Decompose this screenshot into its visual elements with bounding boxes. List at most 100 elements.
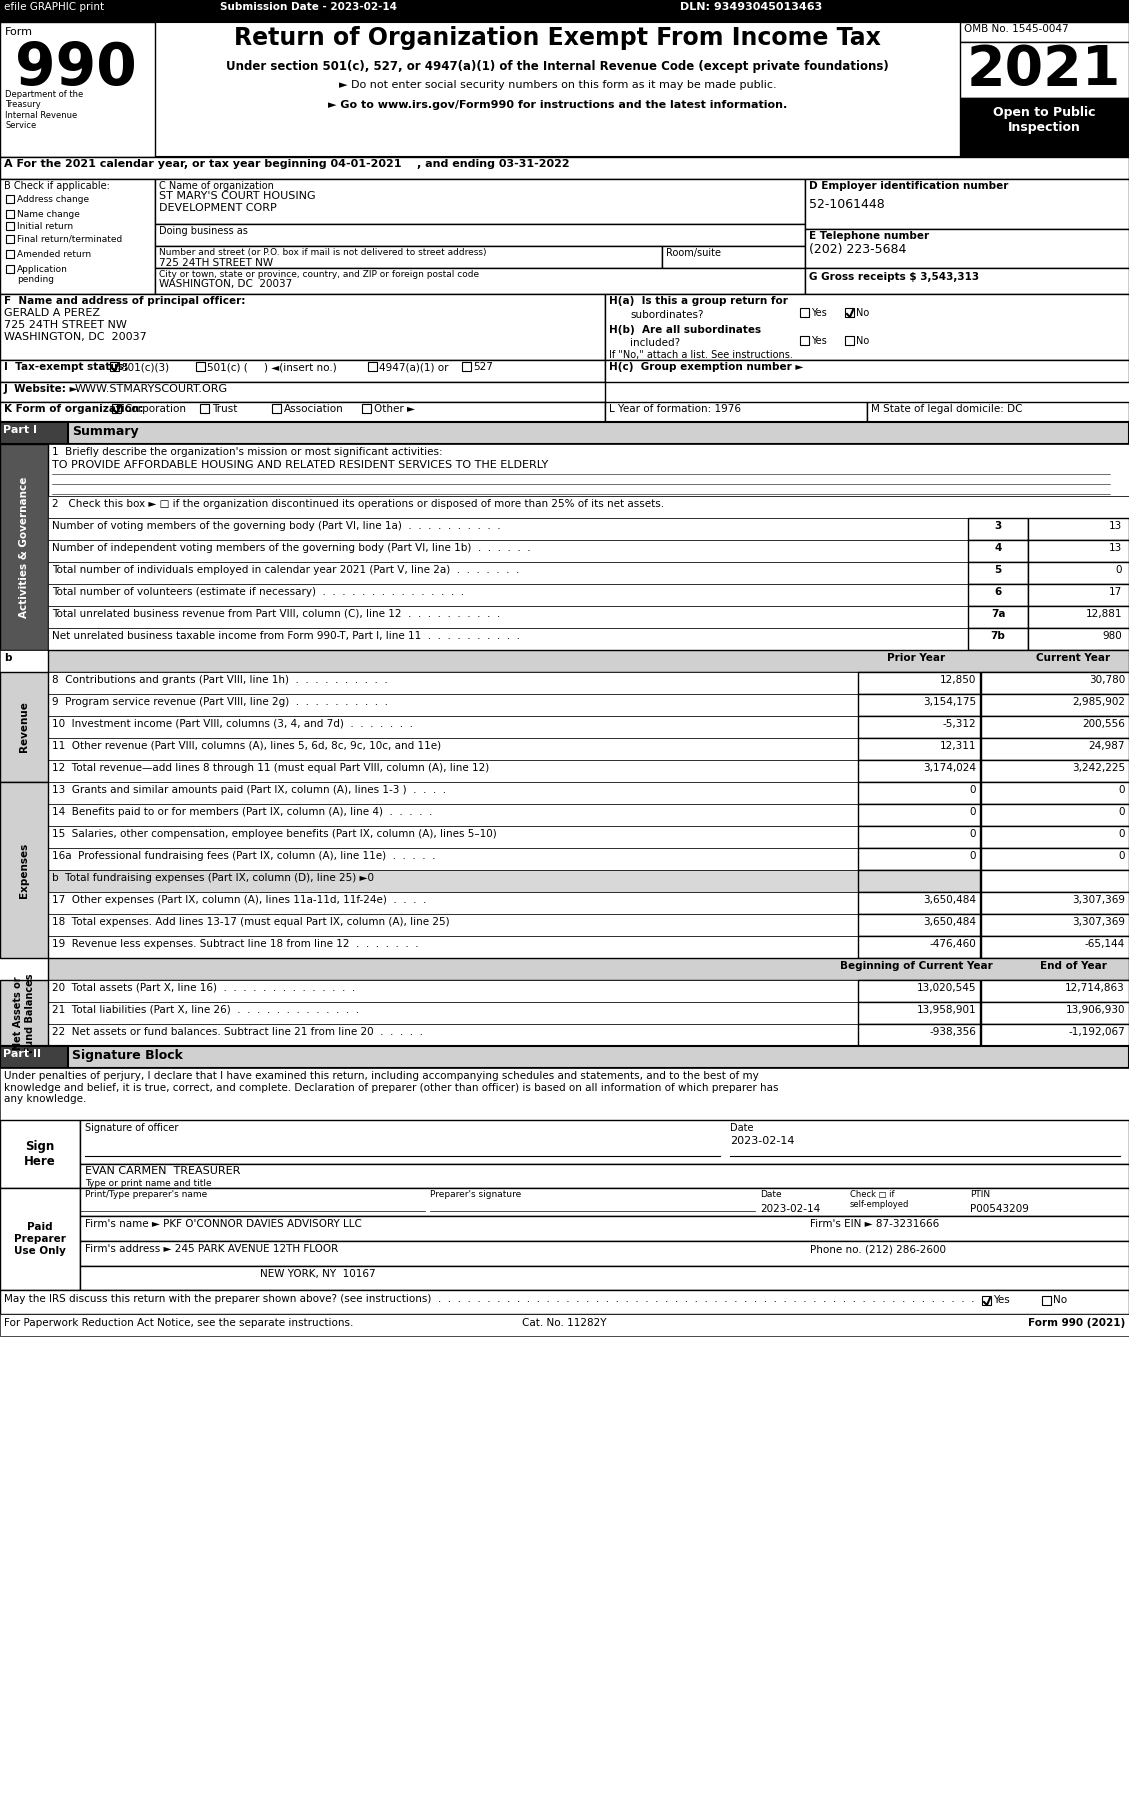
Bar xyxy=(981,847,1129,871)
Text: Yes: Yes xyxy=(811,336,826,346)
Bar xyxy=(0,423,68,444)
Text: Total number of individuals employed in calendar year 2021 (Part V, line 2a)  . : Total number of individuals employed in … xyxy=(52,564,519,575)
Bar xyxy=(49,980,858,1001)
Bar xyxy=(49,584,968,606)
Bar xyxy=(110,363,119,372)
Bar xyxy=(981,717,1129,738)
Text: efile GRAPHIC print: efile GRAPHIC print xyxy=(5,2,104,13)
Text: Signature of officer: Signature of officer xyxy=(85,1123,178,1134)
Text: Part I: Part I xyxy=(3,424,37,435)
Bar xyxy=(272,405,281,414)
Bar xyxy=(0,444,49,649)
Bar xyxy=(0,1047,1129,1068)
Bar xyxy=(49,606,968,628)
Bar xyxy=(6,221,14,230)
Text: (202) 223-5684: (202) 223-5684 xyxy=(809,243,907,256)
Bar xyxy=(0,1188,80,1290)
Text: Activities & Governance: Activities & Governance xyxy=(19,477,29,619)
Bar xyxy=(155,180,805,223)
Text: 0: 0 xyxy=(1119,829,1124,840)
Bar xyxy=(0,1290,1129,1313)
Text: 725 24TH STREET NW: 725 24TH STREET NW xyxy=(159,258,273,268)
Text: ► Do not enter social security numbers on this form as it may be made public.: ► Do not enter social security numbers o… xyxy=(339,80,777,91)
Bar xyxy=(981,914,1129,936)
Bar xyxy=(362,405,371,414)
Text: included?: included? xyxy=(630,337,680,348)
Bar xyxy=(858,914,980,936)
Text: 0: 0 xyxy=(970,785,975,795)
Bar xyxy=(155,247,662,268)
Text: Net unrelated business taxable income from Form 990-T, Part I, line 11  .  .  . : Net unrelated business taxable income fr… xyxy=(52,631,520,640)
Text: K Form of organization:: K Form of organization: xyxy=(5,405,143,414)
Bar xyxy=(462,363,471,372)
Text: Phone no. (212) 286-2600: Phone no. (212) 286-2600 xyxy=(809,1244,946,1253)
Text: 2,985,902: 2,985,902 xyxy=(1073,697,1124,707)
Bar xyxy=(49,782,858,804)
Bar xyxy=(80,1119,1129,1165)
Bar xyxy=(960,98,1129,158)
Text: 22  Net assets or fund balances. Subtract line 21 from line 20  .  .  .  .  .: 22 Net assets or fund balances. Subtract… xyxy=(52,1027,423,1038)
Bar xyxy=(858,892,980,914)
Bar xyxy=(858,980,980,1001)
Text: 12,714,863: 12,714,863 xyxy=(1066,983,1124,992)
Text: 3,174,024: 3,174,024 xyxy=(924,764,975,773)
Bar xyxy=(6,236,14,243)
Text: PTIN: PTIN xyxy=(970,1190,990,1199)
Bar xyxy=(49,717,858,738)
Bar xyxy=(0,782,49,958)
Text: 18  Total expenses. Add lines 13-17 (must equal Part IX, column (A), line 25): 18 Total expenses. Add lines 13-17 (must… xyxy=(52,918,449,927)
Text: EVAN CARMEN  TREASURER: EVAN CARMEN TREASURER xyxy=(85,1166,240,1175)
Bar xyxy=(49,871,858,892)
Text: Initial return: Initial return xyxy=(17,221,73,230)
Text: Part II: Part II xyxy=(3,1048,41,1059)
Bar xyxy=(981,738,1129,760)
Text: End of Year: End of Year xyxy=(1040,961,1106,970)
Text: 0: 0 xyxy=(970,851,975,862)
Text: Department of the
Treasury
Internal Revenue
Service: Department of the Treasury Internal Reve… xyxy=(5,91,84,131)
Bar xyxy=(867,403,1129,423)
Text: No: No xyxy=(856,336,869,346)
Text: G Gross receipts $ 3,543,313: G Gross receipts $ 3,543,313 xyxy=(809,272,979,281)
Text: 1  Briefly describe the organization's mission or most significant activities:: 1 Briefly describe the organization's mi… xyxy=(52,446,443,457)
Text: 13,906,930: 13,906,930 xyxy=(1066,1005,1124,1016)
Text: F  Name and address of principal officer:: F Name and address of principal officer: xyxy=(5,296,245,307)
Text: Sign
Here: Sign Here xyxy=(24,1139,55,1168)
Bar xyxy=(981,671,1129,695)
Bar xyxy=(80,1188,1129,1215)
Text: 501(c)(3): 501(c)(3) xyxy=(121,363,169,372)
Text: 2023-02-14: 2023-02-14 xyxy=(730,1136,795,1146)
Text: 10  Investment income (Part VIII, columns (3, 4, and 7d)  .  .  .  .  .  .  .: 10 Investment income (Part VIII, columns… xyxy=(52,718,413,729)
Bar xyxy=(605,359,1129,383)
Bar xyxy=(1042,1295,1051,1304)
Bar xyxy=(49,671,858,695)
Bar xyxy=(858,782,980,804)
Text: Revenue: Revenue xyxy=(19,702,29,753)
Text: OMB No. 1545-0047: OMB No. 1545-0047 xyxy=(964,24,1069,34)
Bar xyxy=(1029,562,1129,584)
Bar xyxy=(0,1119,80,1188)
Text: Form 990 (2021): Form 990 (2021) xyxy=(1027,1319,1124,1328)
Text: WASHINGTON, DC  20037: WASHINGTON, DC 20037 xyxy=(5,332,147,343)
Text: M State of legal domicile: DC: M State of legal domicile: DC xyxy=(870,405,1023,414)
Bar xyxy=(981,980,1129,1001)
Text: Firm's address ► 245 PARK AVENUE 12TH FLOOR: Firm's address ► 245 PARK AVENUE 12TH FL… xyxy=(85,1244,339,1253)
Bar xyxy=(605,403,867,423)
Text: Expenses: Expenses xyxy=(19,842,29,898)
Text: 12  Total revenue—add lines 8 through 11 (must equal Part VIII, column (A), line: 12 Total revenue—add lines 8 through 11 … xyxy=(52,764,489,773)
Bar xyxy=(0,649,49,671)
Text: 14  Benefits paid to or for members (Part IX, column (A), line 4)  .  .  .  .  .: 14 Benefits paid to or for members (Part… xyxy=(52,807,432,816)
Text: 200,556: 200,556 xyxy=(1082,718,1124,729)
Bar xyxy=(1029,584,1129,606)
Text: Form: Form xyxy=(5,27,33,36)
Bar xyxy=(960,42,1129,98)
Text: 17  Other expenses (Part IX, column (A), lines 11a-11d, 11f-24e)  .  .  .  .: 17 Other expenses (Part IX, column (A), … xyxy=(52,894,427,905)
Bar xyxy=(858,717,980,738)
Bar xyxy=(49,936,858,958)
Text: Association: Association xyxy=(285,405,343,414)
Text: 30,780: 30,780 xyxy=(1088,675,1124,686)
Text: 13,958,901: 13,958,901 xyxy=(917,1005,975,1016)
Text: 0: 0 xyxy=(1119,807,1124,816)
Text: Yes: Yes xyxy=(811,308,826,317)
Text: Under section 501(c), 527, or 4947(a)(1) of the Internal Revenue Code (except pr: Under section 501(c), 527, or 4947(a)(1)… xyxy=(226,60,889,73)
Text: 52-1061448: 52-1061448 xyxy=(809,198,885,210)
